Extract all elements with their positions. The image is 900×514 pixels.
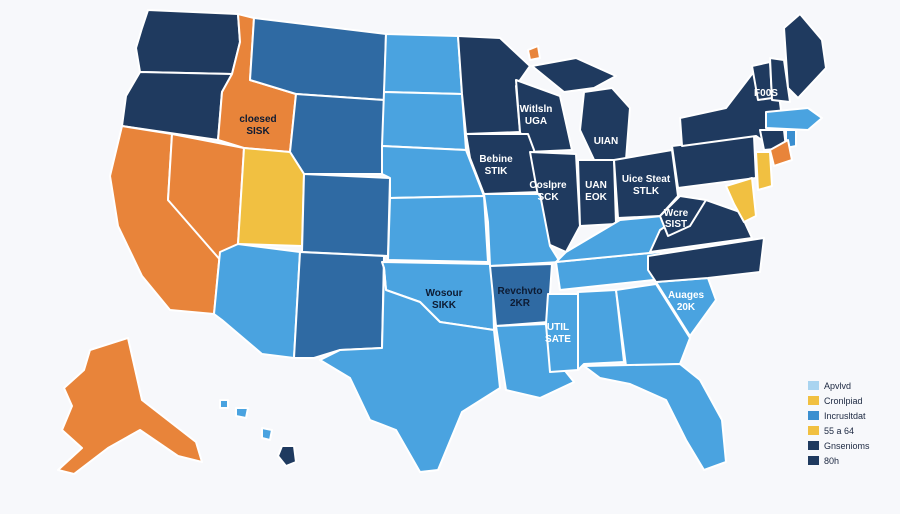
legend-item: Incrusltdat bbox=[808, 408, 870, 423]
state-georgia[interactable] bbox=[615, 283, 691, 367]
label-iowa: Bebine STIK bbox=[479, 154, 513, 177]
label-oklahoma: Wosour SIKK bbox=[425, 288, 462, 311]
label-idaho: cloesed SISK bbox=[239, 114, 276, 137]
state-massachusetts[interactable] bbox=[765, 107, 823, 131]
state-michigan-upper[interactable] bbox=[531, 57, 617, 93]
island-hawaii[interactable] bbox=[277, 445, 297, 467]
legend-item: Gnsenioms bbox=[808, 438, 870, 453]
island-kauai[interactable] bbox=[219, 399, 229, 409]
legend-label: Gnsenioms bbox=[824, 440, 870, 451]
state-utah[interactable] bbox=[237, 147, 305, 247]
label-south-carolina: Auages 20K bbox=[668, 290, 705, 313]
state-alabama[interactable] bbox=[577, 289, 625, 371]
state-washington[interactable] bbox=[135, 9, 241, 75]
label-indiana: UAN EOK bbox=[585, 180, 607, 203]
legend-swatch bbox=[808, 381, 819, 390]
legend-label: Apvlvd bbox=[824, 380, 852, 391]
legend-swatch bbox=[808, 426, 819, 435]
map-legend: Apvlvd Cronlpiad Incrusltdat 55 a 64 Gns… bbox=[808, 378, 870, 468]
legend-label: Incrusltdat bbox=[824, 410, 866, 421]
state-new-mexico[interactable] bbox=[293, 251, 385, 359]
state-colorado[interactable] bbox=[301, 173, 391, 257]
island-oahu[interactable] bbox=[235, 407, 249, 419]
label-wisconsin: Witlsln UGA bbox=[520, 104, 553, 127]
state-maryland[interactable] bbox=[725, 177, 757, 223]
legend-label: 80h bbox=[824, 455, 840, 466]
state-mississippi[interactable] bbox=[545, 293, 579, 373]
state-alaska[interactable] bbox=[57, 337, 203, 475]
state-michigan[interactable] bbox=[579, 87, 631, 165]
label-illinois: Coslpre SCK bbox=[529, 180, 567, 203]
state-texas[interactable] bbox=[319, 267, 501, 473]
legend-swatch bbox=[808, 396, 819, 405]
state-north-carolina[interactable] bbox=[647, 237, 765, 283]
legend-item: 55 a 64 bbox=[808, 423, 870, 438]
state-delaware[interactable] bbox=[769, 139, 793, 167]
state-west-virginia[interactable] bbox=[659, 195, 707, 237]
state-new-hampshire[interactable] bbox=[769, 57, 791, 103]
legend-swatch bbox=[808, 456, 819, 465]
legend-item: 80h bbox=[808, 453, 870, 468]
legend-swatch bbox=[808, 411, 819, 420]
state-kansas[interactable] bbox=[387, 195, 489, 263]
state-wisconsin[interactable] bbox=[515, 79, 573, 153]
state-lake-marker bbox=[527, 45, 541, 61]
island-maui[interactable] bbox=[261, 427, 273, 441]
legend-label: 55 a 64 bbox=[824, 425, 855, 436]
state-arizona[interactable] bbox=[213, 243, 301, 359]
legend-swatch bbox=[808, 441, 819, 450]
label-arkansas: Revchvto 2KR bbox=[497, 286, 542, 309]
state-north-dakota[interactable] bbox=[383, 33, 463, 95]
state-wyoming[interactable] bbox=[289, 93, 385, 175]
state-south-dakota[interactable] bbox=[381, 91, 467, 151]
label-ohio: Uice Steat STLK bbox=[622, 174, 671, 197]
label-new-england: F00S bbox=[754, 88, 778, 99]
legend-item: Cronlpiad bbox=[808, 393, 870, 408]
state-maine[interactable] bbox=[783, 13, 827, 99]
legend-item: Apvlvd bbox=[808, 378, 870, 393]
state-florida[interactable] bbox=[583, 363, 727, 471]
label-mississippi: UTIL SATE bbox=[545, 322, 571, 345]
legend-label: Cronlpiad bbox=[824, 395, 863, 406]
state-new-jersey[interactable] bbox=[755, 151, 773, 191]
label-west-virginia: Wcre SIST bbox=[664, 208, 689, 230]
label-michigan: UIAN bbox=[594, 136, 618, 147]
